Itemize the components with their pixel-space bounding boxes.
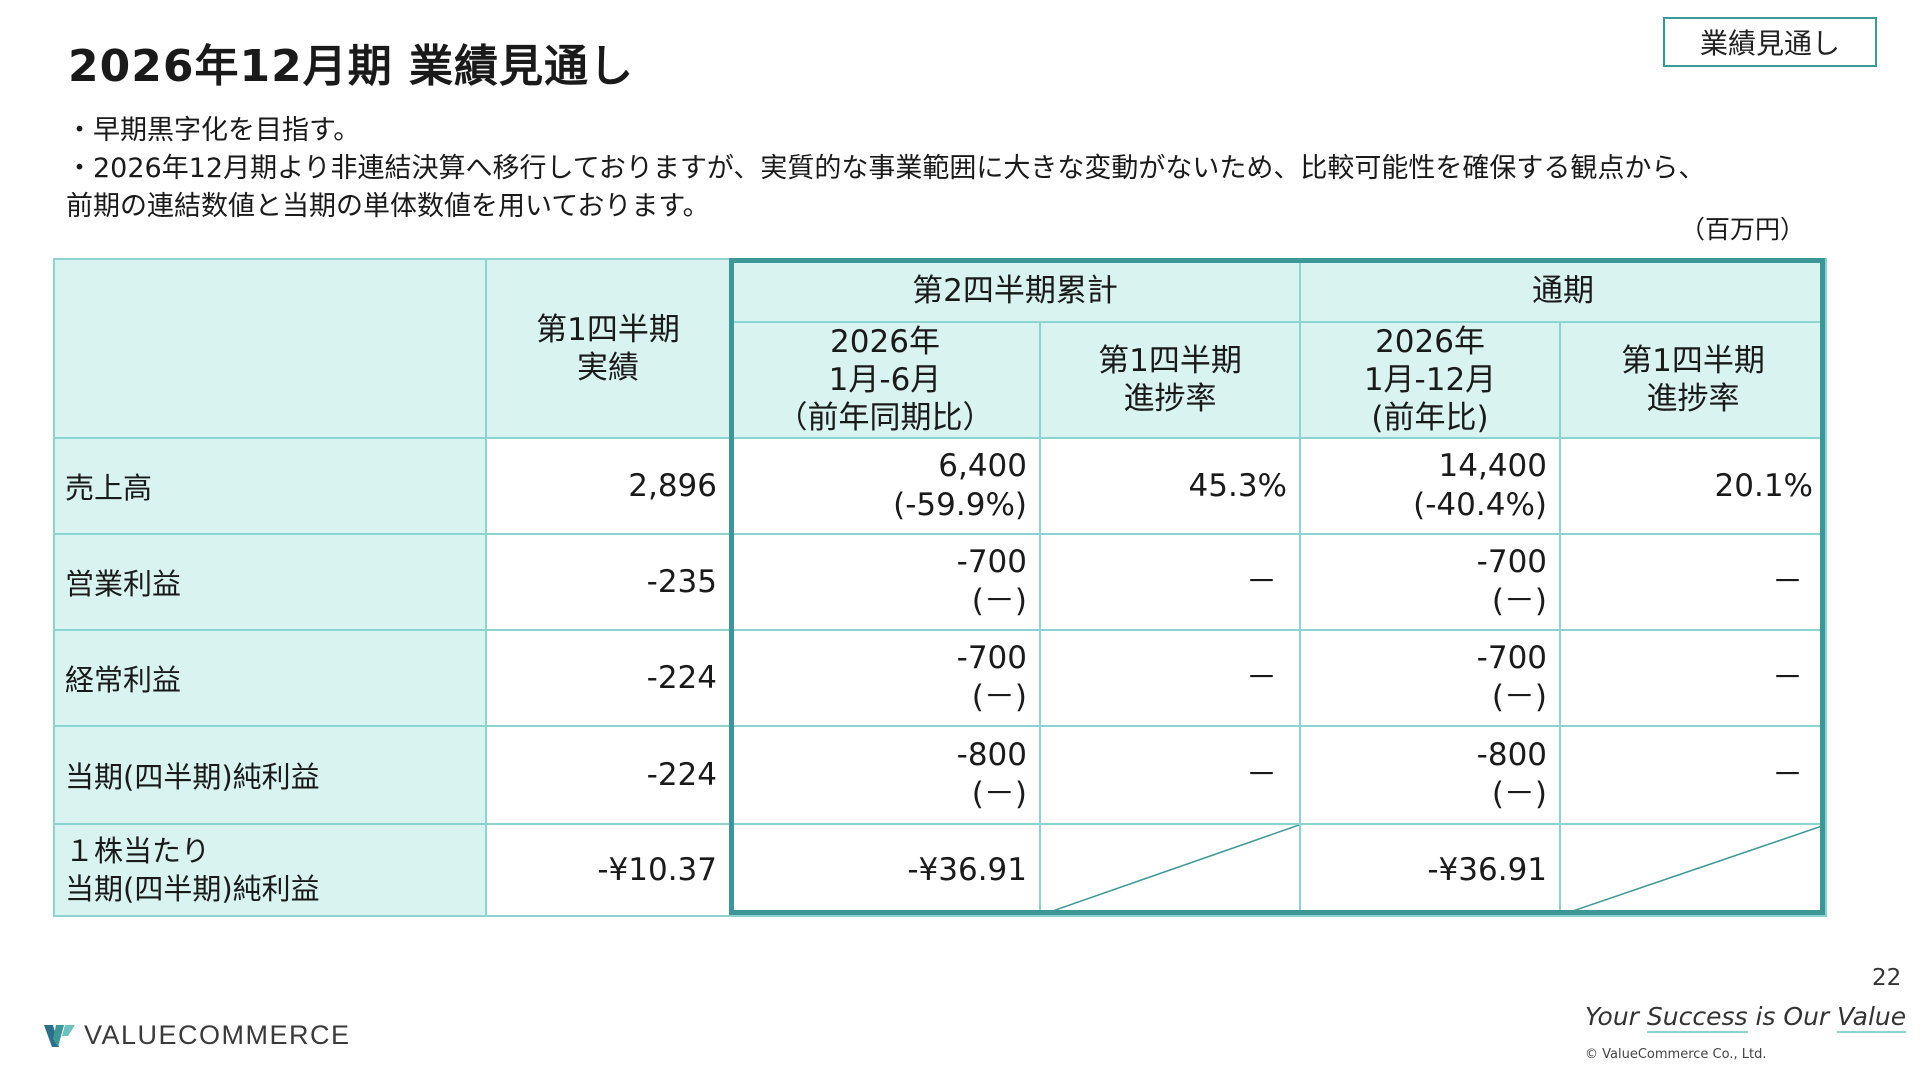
h1-progress-value: 45.3% <box>1038 437 1302 535</box>
fy-forecast-value: -700 (－) <box>1299 533 1562 631</box>
q1-actual-value: -224 <box>485 629 731 727</box>
table-row-sales: 売上高 2,896 6,400 (-59.9%) 45.3% 14,400 (-… <box>53 437 1828 535</box>
unit-label: （百万円） <box>1680 215 1806 244</box>
q1-actual-header: 第1四半期 実績 <box>485 258 731 439</box>
h1-forecast-value: -700 (－) <box>729 629 1041 727</box>
bullet-notes: ・早期黒字化を目指す。 ・2026年12月期より非連結決算へ移行しておりますが、… <box>66 112 1705 226</box>
fy-progress-value: 20.1% <box>1559 437 1828 535</box>
copyright: © ValueCommerce Co., Ltd. <box>1585 1047 1767 1062</box>
bullet-line: ・2026年12月期より非連結決算へ移行しておりますが、実質的な事業範囲に大きな… <box>66 153 1706 184</box>
fy-group-header: 通期 <box>1299 258 1828 323</box>
h1-progress-value: － <box>1038 725 1302 825</box>
row-label: 売上高 <box>53 437 487 535</box>
section-tag: 業績見通し <box>1663 17 1877 67</box>
table-row-net-income: 当期(四半期)純利益 -224 -800 (－) － -800 (－) － <box>53 725 1828 825</box>
forecast-table: 第1四半期 実績 第2四半期累計 通期 2026年 1月-6月 （前年同期比） … <box>53 258 1828 917</box>
row-label: 経常利益 <box>53 629 487 727</box>
bullet-line: ・早期黒字化を目指す。 <box>66 115 361 146</box>
row-label: １株当たり 当期(四半期)純利益 <box>53 823 487 917</box>
fy-forecast-value: 14,400 (-40.4%) <box>1299 437 1562 535</box>
fy-progress-header: 第1四半期 進捗率 <box>1559 321 1828 439</box>
h1-forecast-value: -700 (－) <box>729 533 1041 631</box>
fy-forecast-value: -¥36.91 <box>1299 823 1562 917</box>
slogan: Your Success is Our Value <box>1585 1002 1907 1033</box>
q1-actual-value: 2,896 <box>485 437 731 535</box>
page-number: 22 <box>1872 965 1902 991</box>
table-row-eps: １株当たり 当期(四半期)純利益 -¥10.37 -¥36.91 -¥36.91 <box>53 823 1828 917</box>
fy-progress-value: － <box>1559 629 1828 727</box>
h1-period-header: 2026年 1月-6月 （前年同期比） <box>729 321 1041 439</box>
diagonal-slash-icon <box>1561 825 1825 915</box>
h1-forecast-value: -¥36.91 <box>729 823 1041 917</box>
h1-progress-value: － <box>1038 533 1302 631</box>
q1-actual-value: -¥10.37 <box>485 823 731 917</box>
not-applicable-cell <box>1559 823 1828 917</box>
table-row-ordinary-income: 経常利益 -224 -700 (－) － -700 (－) － <box>53 629 1828 727</box>
row-label: 当期(四半期)純利益 <box>53 725 487 825</box>
fy-forecast-value: -700 (－) <box>1299 629 1562 727</box>
h1-progress-header: 第1四半期 進捗率 <box>1038 321 1302 439</box>
table-row-operating-income: 営業利益 -235 -700 (－) － -700 (－) － <box>53 533 1828 631</box>
logo-text: VALUECOMMERCE <box>84 1020 351 1050</box>
row-label: 営業利益 <box>53 533 487 631</box>
q1-actual-value: -235 <box>485 533 731 631</box>
company-logo: VALUECOMMERCE <box>44 1020 351 1051</box>
logo-mark-icon <box>44 1024 75 1047</box>
bullet-line: 前期の連結数値と当期の単体数値を用いております。 <box>66 191 710 222</box>
h1-forecast-value: 6,400 (-59.9%) <box>729 437 1041 535</box>
h1-group-header: 第2四半期累計 <box>728 258 1302 323</box>
q1-actual-value: -224 <box>485 725 731 825</box>
h1-forecast-value: -800 (－) <box>729 725 1041 825</box>
fy-forecast-value: -800 (－) <box>1299 725 1562 825</box>
h1-progress-value: － <box>1038 629 1302 727</box>
fy-period-header: 2026年 1月-12月 (前年比) <box>1299 321 1562 439</box>
page-title: 2026年12月期 業績見通し <box>68 41 635 92</box>
diagonal-slash-icon <box>1041 825 1299 915</box>
fy-progress-value: － <box>1559 533 1828 631</box>
corner-header-cell <box>53 258 487 439</box>
not-applicable-cell <box>1038 823 1302 917</box>
fy-progress-value: － <box>1559 725 1828 825</box>
forecast-table-wrapper: 第1四半期 実績 第2四半期累計 通期 2026年 1月-6月 （前年同期比） … <box>53 258 1828 917</box>
